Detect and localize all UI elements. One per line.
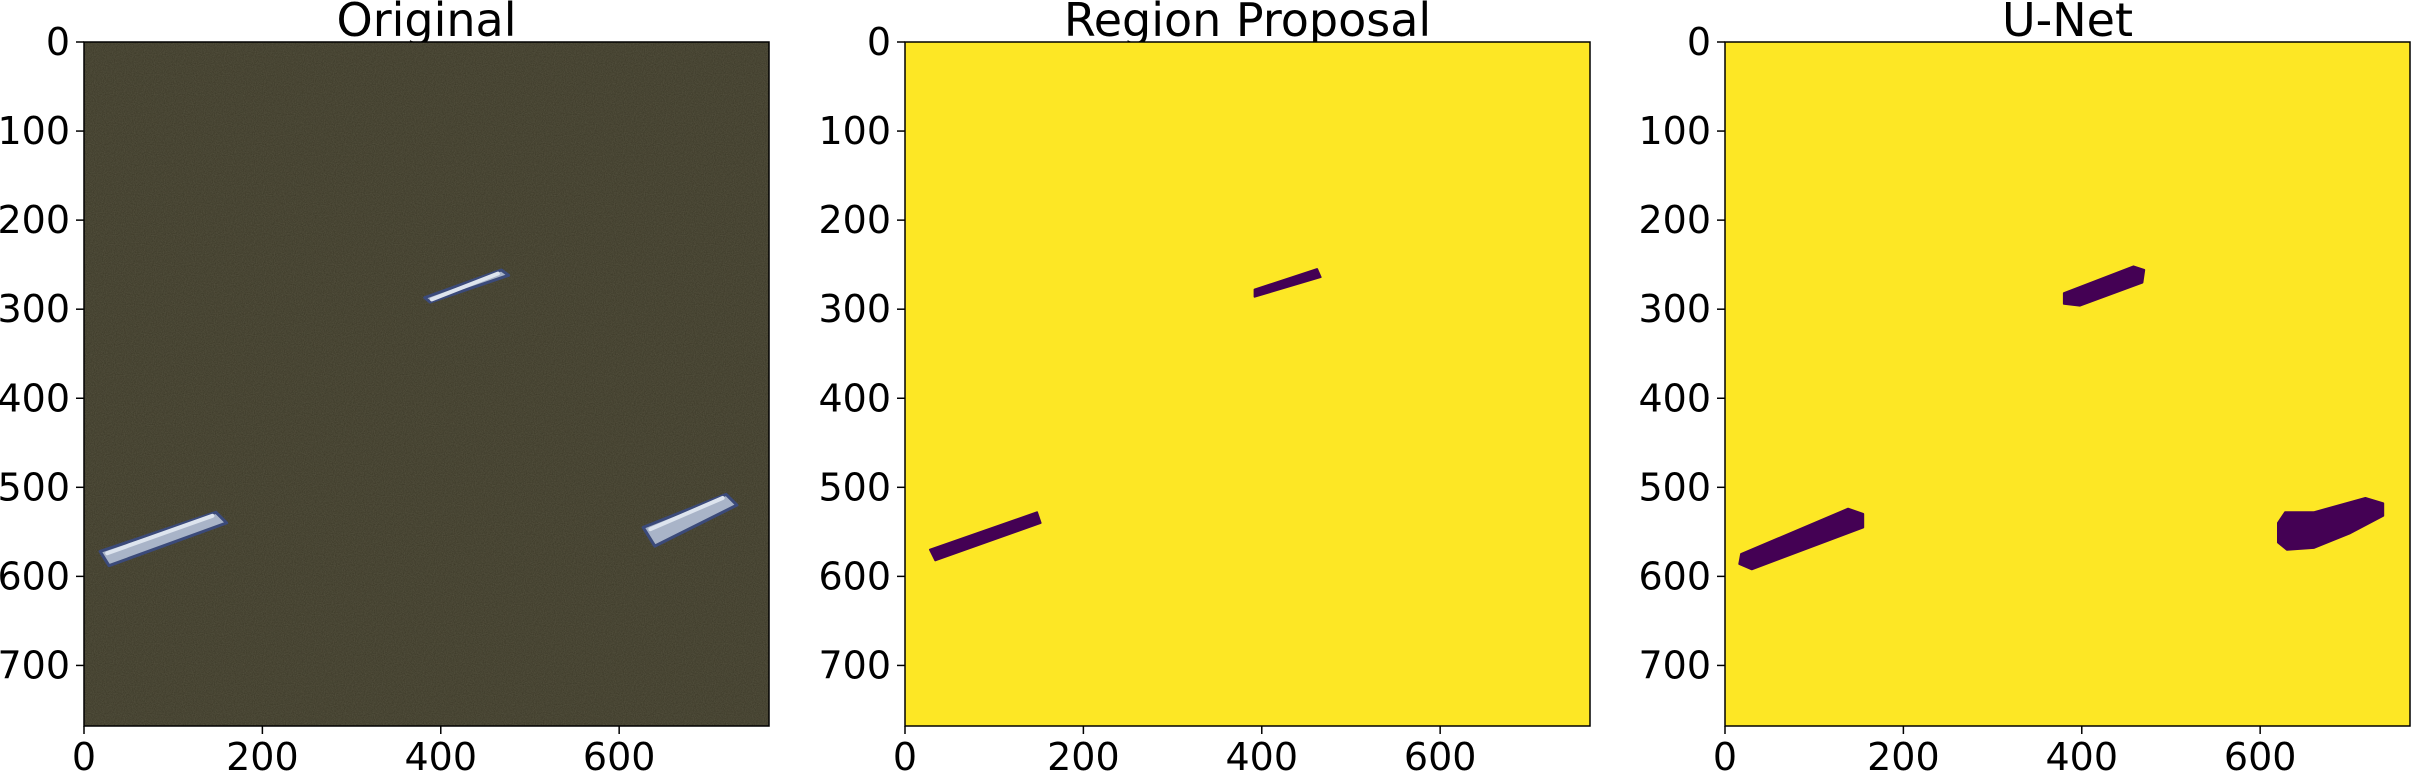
panel-3: U-Net 0 200 400 600 0 100 200 300 400 500 600 700 (1638, 0, 2411, 774)
y-tick-label: 0 (867, 20, 891, 64)
ship-2 (98, 510, 229, 568)
x-tick-label: 0 (1713, 735, 1737, 774)
panel-title: Region Proposal (1064, 0, 1431, 47)
x-tick-label: 400 (405, 735, 478, 774)
y-tick-label: 200 (818, 198, 891, 242)
y-tick-label: 600 (818, 554, 891, 598)
x-tick-label: 400 (1226, 735, 1299, 774)
y-tick-label: 500 (0, 465, 70, 509)
mask-3 (2277, 497, 2385, 551)
mask-2 (1738, 507, 1865, 571)
x-tick-label: 600 (1404, 735, 1477, 774)
mask-2 (929, 511, 1042, 562)
panel-title: Original (336, 0, 516, 47)
y-tick-label: 200 (1638, 198, 1711, 242)
x-tick-label: 600 (2224, 735, 2297, 774)
y-tick-label: 600 (1638, 554, 1711, 598)
y-tick-label: 300 (818, 287, 891, 331)
y-tick-label: 0 (1687, 20, 1711, 64)
x-tick-label: 200 (1047, 735, 1120, 774)
panel-title: U-Net (2002, 0, 2133, 47)
y-tick-label: 300 (1638, 287, 1711, 331)
x-tick-label: 200 (226, 735, 299, 774)
ship-deck-1 (429, 271, 500, 302)
panel-1: Original 0 200 400 600 0 100 200 300 400 500 600 700 (0, 0, 770, 774)
y-tick-label: 300 (0, 287, 70, 331)
axes-frame (1724, 41, 2411, 727)
y-tick-label: 700 (0, 643, 70, 687)
y-tick-label: 100 (1638, 109, 1711, 153)
ship-3 (641, 492, 739, 548)
panel-2: Region Proposal 0 200 400 600 0 100 200 300 400 50… (818, 0, 1591, 774)
y-tick-label: 200 (0, 198, 70, 242)
x-tick-label: 200 (1867, 735, 1940, 774)
y-tick-label: 600 (0, 554, 70, 598)
axes-frame (904, 41, 1591, 727)
x-tick-label: 0 (72, 735, 96, 774)
axes-frame (83, 41, 770, 727)
y-tick-label: 100 (0, 109, 70, 153)
mask-1 (2062, 265, 2146, 307)
y-tick-label: 400 (818, 376, 891, 420)
x-tick-label: 600 (583, 735, 656, 774)
y-tick-label: 400 (1638, 376, 1711, 420)
ship-deck-3 (648, 496, 725, 532)
x-tick-label: 0 (893, 735, 917, 774)
y-tick-label: 0 (46, 20, 70, 64)
y-tick-label: 700 (1638, 643, 1711, 687)
image-background (905, 42, 1590, 726)
ship-deck-2 (105, 513, 215, 556)
y-tick-label: 500 (1638, 465, 1711, 509)
y-tick-label: 500 (818, 465, 891, 509)
image-background (1725, 42, 2410, 726)
y-tick-label: 100 (818, 109, 891, 153)
y-tick-label: 700 (818, 643, 891, 687)
mask-1 (1253, 268, 1322, 298)
water-texture (84, 42, 769, 726)
x-tick-label: 400 (2046, 735, 2119, 774)
y-tick-label: 400 (0, 376, 70, 420)
